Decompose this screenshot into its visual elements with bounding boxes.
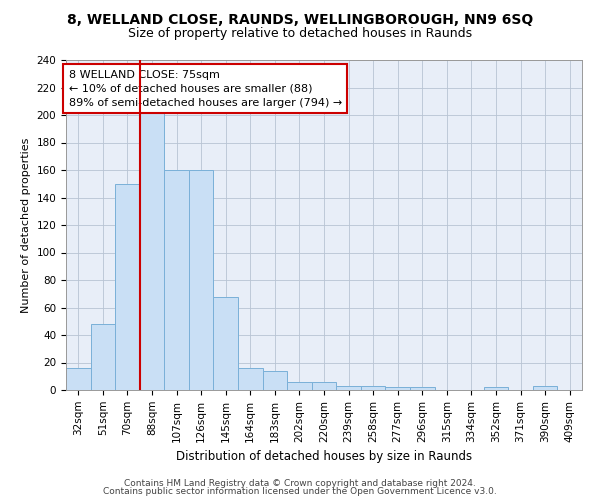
Bar	[336, 386, 361, 390]
Y-axis label: Number of detached properties: Number of detached properties	[21, 138, 31, 312]
Bar	[115, 184, 140, 390]
Bar	[140, 112, 164, 390]
Bar	[484, 387, 508, 390]
Bar	[312, 382, 336, 390]
Bar	[287, 382, 312, 390]
Text: Contains HM Land Registry data © Crown copyright and database right 2024.: Contains HM Land Registry data © Crown c…	[124, 478, 476, 488]
Bar	[410, 387, 434, 390]
Bar	[214, 296, 238, 390]
Bar	[164, 170, 189, 390]
Text: 8, WELLAND CLOSE, RAUNDS, WELLINGBOROUGH, NN9 6SQ: 8, WELLAND CLOSE, RAUNDS, WELLINGBOROUGH…	[67, 12, 533, 26]
Bar	[238, 368, 263, 390]
Text: Contains public sector information licensed under the Open Government Licence v3: Contains public sector information licen…	[103, 487, 497, 496]
Bar	[189, 170, 214, 390]
Bar	[385, 387, 410, 390]
Text: 8 WELLAND CLOSE: 75sqm
← 10% of detached houses are smaller (88)
89% of semi-det: 8 WELLAND CLOSE: 75sqm ← 10% of detached…	[68, 70, 342, 108]
Text: Size of property relative to detached houses in Raunds: Size of property relative to detached ho…	[128, 28, 472, 40]
X-axis label: Distribution of detached houses by size in Raunds: Distribution of detached houses by size …	[176, 450, 472, 463]
Bar	[66, 368, 91, 390]
Bar	[263, 371, 287, 390]
Bar	[533, 386, 557, 390]
Bar	[91, 324, 115, 390]
Bar	[361, 386, 385, 390]
